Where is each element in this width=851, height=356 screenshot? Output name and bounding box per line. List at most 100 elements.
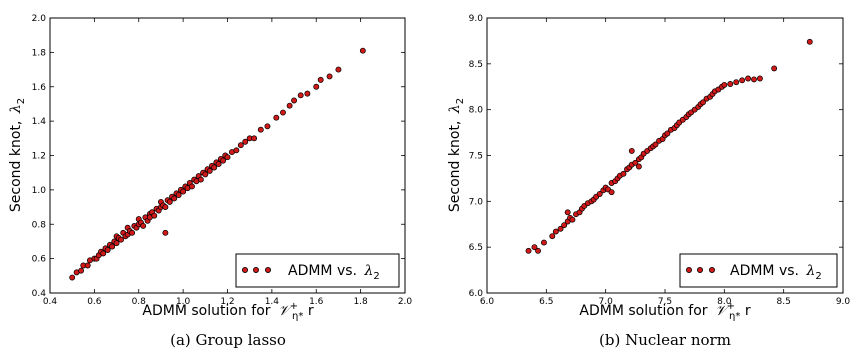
y-tick-label-b: 7.0	[469, 197, 484, 207]
x-tick-label-b: 9.0	[836, 297, 851, 307]
x-axis-label-b: ADMM solution for 𝒱+ η* r	[579, 301, 750, 322]
scatter-point-a	[189, 183, 195, 190]
scatter-point-b	[700, 99, 706, 106]
scatter-point-b	[664, 130, 671, 137]
scatter-point-b	[806, 38, 813, 45]
x-tick-label-b: 7.0	[599, 297, 614, 307]
scatter-point-a	[273, 114, 280, 121]
legend-box-b	[679, 253, 838, 288]
scatter-point-a	[109, 243, 116, 250]
scatter-point-a	[264, 123, 271, 130]
scatter-point-a	[100, 250, 107, 257]
scatter-point-a	[166, 198, 173, 205]
y-tick-label-a: 1.0	[32, 186, 47, 196]
scatter-point-a	[280, 109, 286, 116]
scatter-point-b	[525, 247, 532, 254]
scatter-point-b	[564, 209, 571, 216]
scatter-point-b	[561, 222, 568, 229]
x-tick-label-a: 0.4	[43, 297, 58, 307]
scatter-point-a	[291, 97, 298, 104]
ticks-a: 0.4 0.6 0.8 1.0 1.2 1.4 1.6 1.8 2.0 0.4 0.6 0.8 1.0 1…	[32, 14, 413, 307]
legend-marker-b-3	[709, 266, 716, 273]
scatter-point-a	[202, 171, 209, 178]
scatter-point-a	[151, 212, 158, 219]
y-tick-label-b: 8.0	[469, 106, 484, 116]
x-tick-label-a: 1.2	[220, 297, 234, 307]
y-axis-label-b: Second knot, λ2	[447, 98, 466, 212]
scatter-point-b	[751, 76, 757, 83]
scatter-point-a	[326, 73, 333, 80]
scatter-point-b	[557, 225, 564, 232]
chart-panel-a: 0.4 0.6 0.8 1.0 1.2 1.4 1.6 1.8 2.0 0.4 0.6 0.8 1.0 1…	[8, 14, 412, 349]
y-tick-label-a: 1.2	[32, 152, 46, 162]
legend-marker-b-2	[697, 266, 704, 273]
scatter-point-a	[78, 267, 85, 274]
scatter-point-a	[171, 195, 178, 202]
scatter-point-a	[162, 204, 169, 211]
scatter-point-a	[251, 135, 258, 142]
scatter-point-a	[297, 92, 304, 99]
y-tick-label-b: 6.5	[469, 243, 483, 253]
y-tick-label-a: 1.4	[32, 117, 47, 127]
scatter-point-a	[118, 236, 124, 243]
y-tick-label-a: 0.4	[32, 289, 47, 299]
chart-panel-b: 6.0 6.5 7.0 7.5 8.0 8.5 9.0 6.0 6.5 7.0 7.5 8.0 8.5 9…	[447, 14, 850, 349]
x-tick-label-a: 1.4	[265, 297, 280, 307]
scatter-point-b	[569, 216, 576, 223]
y-axis-label-a: Second knot, λ2	[8, 98, 27, 212]
scatter-point-b	[771, 65, 778, 72]
scatter-point-a	[313, 83, 320, 90]
scatter-point-b	[756, 75, 763, 82]
scatter-point-a	[233, 147, 240, 154]
scatter-point-a	[206, 168, 213, 174]
scatter-point-b	[733, 79, 740, 86]
y-tick-label-a: 0.8	[32, 220, 47, 230]
scatter-point-b	[635, 163, 642, 170]
scatter-point-a	[257, 126, 264, 133]
scatter-point-b	[620, 170, 627, 177]
y-tick-label-a: 1.6	[32, 83, 47, 93]
scatter-point-a	[180, 188, 187, 195]
data-points-a	[69, 47, 366, 281]
scatter-point-a	[162, 229, 169, 236]
x-tick-label-a: 0.6	[87, 297, 102, 307]
scatter-point-b	[596, 191, 603, 197]
scatter-point-b	[652, 141, 659, 148]
scatter-point-a	[335, 66, 342, 73]
x-axis-label-a: ADMM solution for 𝒱+ η* r	[142, 301, 313, 322]
scatter-point-b	[531, 244, 538, 251]
scatter-point-a	[175, 192, 182, 198]
legend-b: ADMM vs. λ2	[679, 253, 838, 288]
scatter-point-b	[535, 247, 541, 254]
y-tick-label-a: 0.6	[32, 255, 47, 265]
scatter-point-a	[286, 102, 293, 109]
scatter-point-a	[104, 247, 111, 253]
x-tick-label-b: 7.5	[658, 297, 672, 307]
scatter-point-a	[242, 138, 249, 145]
x-tick-label-b: 8.5	[777, 297, 791, 307]
y-tick-label-b: 7.5	[469, 152, 483, 162]
scatter-point-a	[359, 47, 366, 54]
scatter-point-b	[727, 81, 734, 87]
scatter-point-a	[129, 229, 136, 236]
y-tick-label-a: 2.0	[32, 14, 47, 24]
legend-marker-a-3	[264, 266, 271, 273]
scatter-point-b	[632, 159, 639, 166]
plot-frame-b	[486, 17, 844, 294]
legend-label-a: ADMM vs. λ2	[288, 263, 380, 282]
scatter-point-b	[739, 77, 746, 84]
scatter-point-b	[721, 81, 728, 88]
x-tick-label-a: 1.0	[176, 297, 191, 307]
legend-marker-a-2	[252, 266, 259, 273]
legend-label-b: ADMM vs. λ2	[730, 263, 822, 282]
scatter-point-a	[304, 90, 311, 97]
scatter-point-a	[220, 157, 227, 164]
scatter-point-a	[197, 176, 204, 183]
scatter-point-b	[549, 233, 556, 240]
y-tick-label-b: 9.0	[469, 14, 484, 24]
caption-b: (b) Nuclear norm	[599, 331, 731, 349]
x-tick-label-a: 1.6	[309, 297, 324, 307]
scatter-point-a	[211, 164, 218, 171]
x-tick-label-a: 2.0	[398, 297, 413, 307]
